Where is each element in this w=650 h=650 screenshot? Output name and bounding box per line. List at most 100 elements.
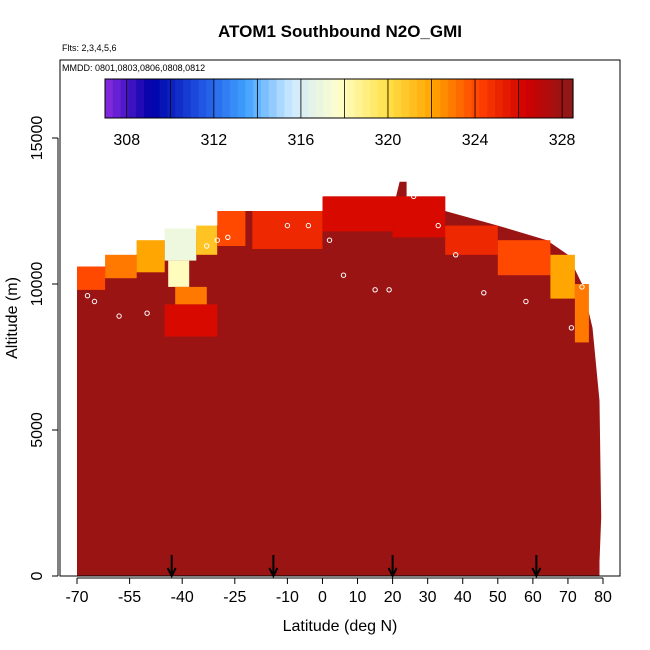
colorbar-segment bbox=[448, 79, 457, 118]
x-axis: -70 -55 -40 -25 -10 0 10 20 30 40 50 60 70 80 bbox=[65, 577, 612, 606]
colorbar-segment bbox=[167, 79, 176, 118]
colorbar-segment bbox=[463, 79, 473, 118]
colorbar-segment bbox=[495, 79, 504, 118]
flight-track-point bbox=[91, 298, 98, 305]
y-tick-label: 5000 bbox=[29, 412, 46, 448]
heatmap-cell bbox=[105, 254, 137, 279]
colorbar-segment bbox=[175, 79, 184, 118]
colorbar-segment bbox=[300, 79, 309, 118]
colorbar-segment bbox=[229, 79, 239, 118]
colorbar-segment bbox=[456, 79, 465, 118]
colorbar-segment bbox=[370, 79, 379, 118]
flight-track-point bbox=[372, 287, 378, 293]
x-tick-label: -55 bbox=[118, 589, 141, 606]
x-tick-label: 40 bbox=[454, 589, 472, 606]
colorbar-segment bbox=[534, 79, 543, 118]
flight-track-point bbox=[204, 243, 210, 249]
flight-track-point bbox=[579, 284, 585, 290]
heatmap-background-region bbox=[77, 181, 602, 577]
flight-track-point bbox=[386, 287, 392, 293]
chart-title: ATOM1 Southbound N2O_GMI bbox=[218, 22, 462, 41]
colorbar-segment bbox=[471, 79, 480, 118]
colorbar-frame bbox=[104, 78, 574, 119]
heatmap-cell bbox=[175, 286, 207, 305]
y-tick-label: 0 bbox=[29, 571, 46, 580]
colorbar-segment bbox=[292, 79, 301, 118]
colorbar-tick-label: 312 bbox=[200, 132, 227, 149]
x-tick-label: -10 bbox=[276, 589, 299, 606]
colorbar-segment bbox=[440, 79, 449, 118]
colorbar-segment bbox=[510, 79, 519, 118]
colorbar-segment bbox=[136, 79, 145, 118]
dates-label: MMDD: 0801,0803,0806,0808,0812 bbox=[62, 63, 205, 73]
colorbar-segment bbox=[198, 79, 207, 118]
colorbar-segment bbox=[417, 79, 426, 118]
colorbar-segment bbox=[120, 79, 129, 118]
flight-track-point bbox=[116, 313, 122, 319]
heatmap-cell bbox=[77, 266, 106, 290]
colorbar-segment bbox=[268, 79, 278, 118]
colorbar-segment bbox=[331, 79, 340, 118]
heatmap-cell bbox=[550, 254, 575, 299]
y-axis-label: Altitude (m) bbox=[4, 277, 21, 359]
flight-track-point bbox=[481, 290, 487, 296]
heatmap-cell bbox=[322, 196, 393, 232]
heatmap-cell bbox=[574, 284, 589, 343]
colorbar: 308 312 316 320 324 328 bbox=[104, 78, 576, 149]
colorbar-segment bbox=[502, 79, 512, 118]
colorbar-segment bbox=[565, 79, 574, 118]
colorbar-segment bbox=[526, 79, 535, 118]
colorbar-segment bbox=[183, 79, 192, 118]
colorbar-segment bbox=[479, 79, 488, 118]
colorbar-tick-label: 316 bbox=[288, 132, 315, 149]
arrow-markers bbox=[166, 555, 542, 579]
colorbar-segment bbox=[409, 79, 418, 118]
flight-track-point bbox=[523, 298, 529, 305]
heatmap-cell bbox=[252, 211, 323, 249]
y-axis: 0 5000 10000 15000 bbox=[29, 116, 59, 580]
colorbar-segment bbox=[518, 79, 527, 118]
colorbar-segment bbox=[112, 79, 122, 118]
colorbar-segment bbox=[385, 79, 395, 118]
colorbar-segment bbox=[237, 79, 246, 118]
colorbar-segment bbox=[307, 79, 317, 118]
colorbar-segment bbox=[315, 79, 324, 118]
colorbar-segment bbox=[276, 79, 285, 118]
colorbar-segment bbox=[105, 79, 114, 118]
colorbar-tick-label: 320 bbox=[375, 132, 402, 149]
colorbar-segment bbox=[128, 79, 137, 118]
flight-track-point bbox=[144, 310, 150, 316]
colorbar-segment bbox=[541, 79, 551, 118]
colorbar-segment bbox=[222, 79, 231, 118]
flight-track-point bbox=[305, 222, 312, 229]
x-tick-label: 70 bbox=[559, 589, 577, 606]
colorbar-segment bbox=[549, 79, 558, 118]
flight-track-points bbox=[84, 193, 585, 331]
colorbar-segment bbox=[401, 79, 410, 118]
flight-track-point bbox=[435, 222, 441, 229]
colorbar-segment bbox=[487, 79, 496, 118]
flight-track-point bbox=[453, 252, 459, 258]
colorbar-segment bbox=[206, 79, 215, 118]
colorbar-segment bbox=[432, 79, 441, 118]
x-tick-label: 10 bbox=[349, 589, 367, 606]
x-tick-label: 60 bbox=[524, 589, 542, 606]
flight-track-point bbox=[410, 193, 417, 200]
flight-track-point bbox=[84, 293, 91, 299]
y-tick-label: 10000 bbox=[29, 262, 46, 307]
colorbar-segment bbox=[362, 79, 371, 118]
flight-track-point bbox=[340, 272, 347, 278]
x-tick-label: 50 bbox=[489, 589, 507, 606]
colorbar-segment bbox=[261, 79, 270, 118]
heatmap-cell bbox=[445, 225, 498, 255]
flight-track-point bbox=[284, 222, 291, 229]
colorbar-tick-label: 328 bbox=[549, 132, 576, 149]
heatmap-cell bbox=[136, 240, 165, 273]
heatmap-field bbox=[77, 181, 602, 577]
x-axis-label: Latitude (deg N) bbox=[283, 618, 398, 635]
x-tick-label: -25 bbox=[223, 589, 246, 606]
colorbar-segment bbox=[323, 79, 332, 118]
colorbar-segment bbox=[393, 79, 402, 118]
flight-track-point bbox=[568, 325, 575, 331]
